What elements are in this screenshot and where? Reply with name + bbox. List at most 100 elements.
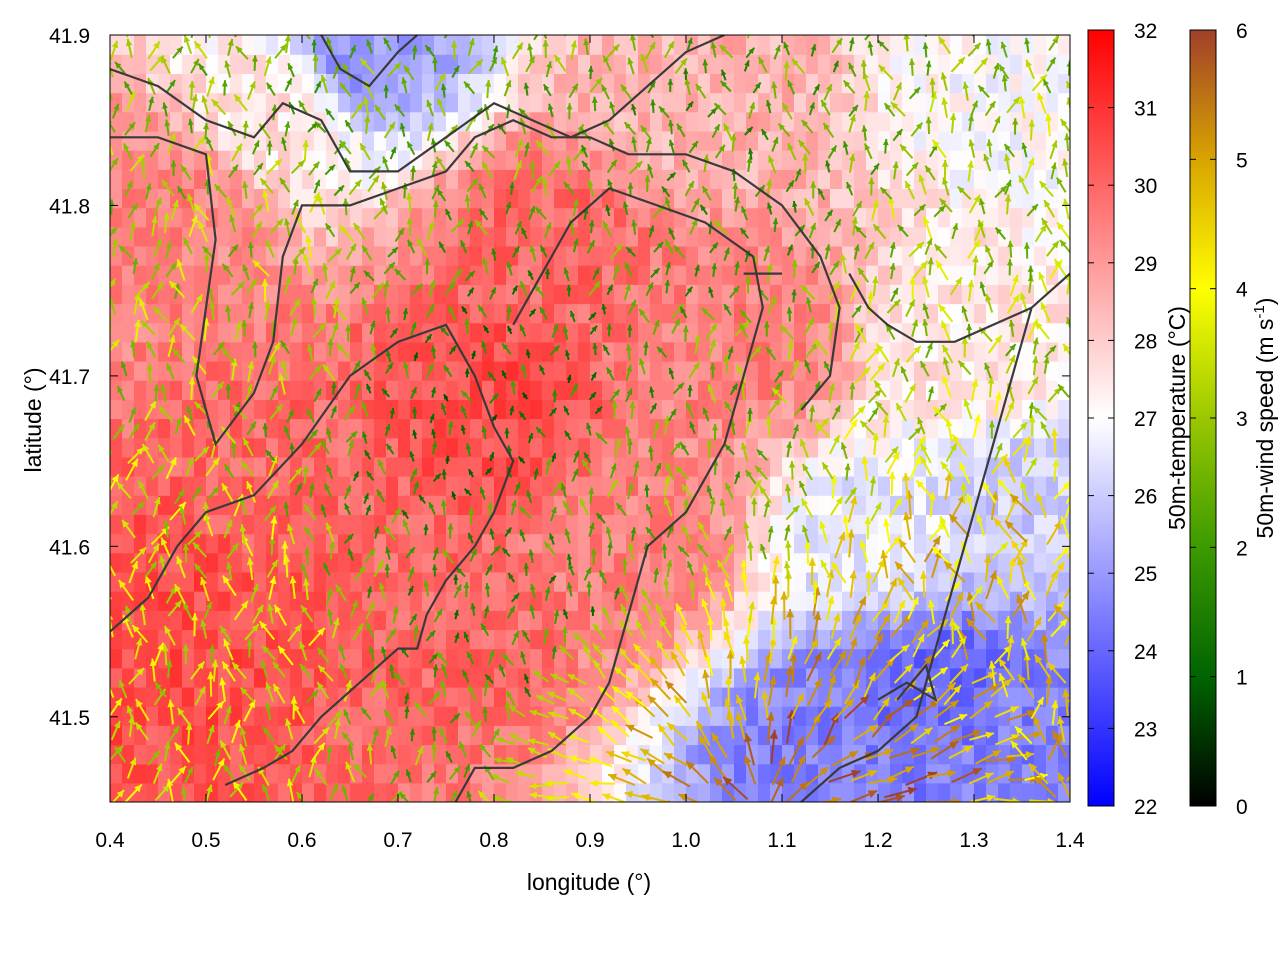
heatmap-cell xyxy=(758,533,771,554)
heatmap-cell xyxy=(758,610,771,631)
heatmap-cell xyxy=(170,150,183,170)
heatmap-cell xyxy=(422,456,435,477)
heatmap-cell xyxy=(1058,169,1070,189)
heatmap-cell xyxy=(362,456,375,477)
heatmap-cell xyxy=(314,782,327,802)
heatmap-cell xyxy=(578,361,591,381)
heatmap-cell xyxy=(578,284,591,305)
heatmap-cell xyxy=(986,303,999,324)
heatmap-cell xyxy=(506,782,519,802)
heatmap-cell xyxy=(278,54,291,74)
heatmap-cell xyxy=(338,456,351,477)
heatmap-cell xyxy=(218,150,231,170)
heatmap-cell xyxy=(614,361,627,381)
heatmap-cell xyxy=(290,552,303,573)
heatmap-cell xyxy=(854,265,867,285)
heatmap-cell xyxy=(578,226,591,247)
heatmap-cell xyxy=(542,495,555,515)
heatmap-cell xyxy=(134,725,147,746)
heatmap-cell xyxy=(410,610,423,631)
heatmap-cell xyxy=(242,245,255,266)
heatmap-cell xyxy=(350,130,363,151)
heatmap-cell xyxy=(602,495,615,515)
heatmap-cell xyxy=(266,552,279,573)
heatmap-cell xyxy=(326,437,339,458)
heatmap-cell xyxy=(1034,533,1047,554)
heatmap-cell xyxy=(374,533,387,554)
heatmap-cell xyxy=(746,552,759,573)
wind-arrow xyxy=(103,365,109,383)
heatmap-cell xyxy=(242,111,255,132)
heatmap-cell xyxy=(914,399,927,420)
heatmap-cell xyxy=(350,456,363,477)
heatmap-cell xyxy=(146,284,159,305)
heatmap-cell xyxy=(578,476,591,496)
heatmap-cell xyxy=(218,533,231,554)
heatmap-cell xyxy=(950,92,963,113)
heatmap-cell xyxy=(734,245,747,266)
heatmap-cell xyxy=(698,744,711,765)
heatmap-cell xyxy=(542,207,555,228)
heatmap-cell xyxy=(506,418,519,439)
heatmap-cell xyxy=(182,418,195,439)
heatmap-cell xyxy=(482,265,495,285)
heatmap-cell xyxy=(470,73,483,94)
heatmap-cell xyxy=(662,303,675,324)
heatmap-cell xyxy=(266,111,279,132)
heatmap-cell xyxy=(818,54,831,74)
heatmap-cell xyxy=(278,303,291,324)
heatmap-cell xyxy=(734,284,747,305)
heatmap-cell xyxy=(494,456,507,477)
heatmap-cell xyxy=(890,111,903,132)
heatmap-cell xyxy=(1010,686,1023,707)
heatmap-cell xyxy=(530,399,543,420)
heatmap-cell xyxy=(194,150,207,170)
heatmap-cell xyxy=(338,169,351,189)
heatmap-cell xyxy=(554,571,567,592)
heatmap-cell xyxy=(386,782,399,802)
wind-arrow xyxy=(587,35,590,36)
heatmap-cell xyxy=(230,226,243,247)
heatmap-cell xyxy=(182,476,195,496)
heatmap-cell xyxy=(254,54,267,74)
heatmap-cell xyxy=(254,150,267,170)
wind-arrow xyxy=(292,19,299,31)
heatmap-cell xyxy=(986,207,999,228)
heatmap-cell xyxy=(1046,322,1059,343)
heatmap-cell xyxy=(290,130,303,151)
heatmap-cell xyxy=(518,188,531,209)
heatmap-cell xyxy=(674,571,687,592)
heatmap-cell xyxy=(170,571,183,592)
heatmap-cell xyxy=(842,610,855,631)
heatmap-cell xyxy=(182,763,195,784)
heatmap-cell xyxy=(398,418,411,439)
heatmap-cell xyxy=(230,610,243,631)
heatmap-cell xyxy=(266,476,279,496)
heatmap-cell xyxy=(146,706,159,726)
heatmap-cell xyxy=(590,54,603,74)
heatmap-cell xyxy=(230,591,243,611)
heatmap-cell xyxy=(362,341,375,362)
heatmap-cell xyxy=(638,418,651,439)
heatmap-cell xyxy=(206,744,219,765)
heatmap-cell xyxy=(554,169,567,189)
heatmap-cell xyxy=(602,533,615,554)
heatmap-cell xyxy=(386,169,399,189)
heatmap-cell xyxy=(854,476,867,496)
heatmap-cell xyxy=(206,610,219,631)
heatmap-cell xyxy=(302,456,315,477)
heatmap-cell xyxy=(986,73,999,94)
heatmap-cell xyxy=(134,514,147,535)
heatmap-cell xyxy=(734,35,747,55)
heatmap-cell xyxy=(386,207,399,228)
heatmap-cell xyxy=(842,92,855,113)
heatmap-cell xyxy=(554,533,567,554)
heatmap-cell xyxy=(1046,207,1059,228)
heatmap-cell xyxy=(254,629,267,650)
heatmap-cell xyxy=(146,629,159,650)
heatmap-cell xyxy=(458,456,471,477)
heatmap-cell xyxy=(614,54,627,74)
heatmap-cell xyxy=(830,73,843,94)
heatmap-cell xyxy=(206,226,219,247)
heatmap-cell xyxy=(794,92,807,113)
